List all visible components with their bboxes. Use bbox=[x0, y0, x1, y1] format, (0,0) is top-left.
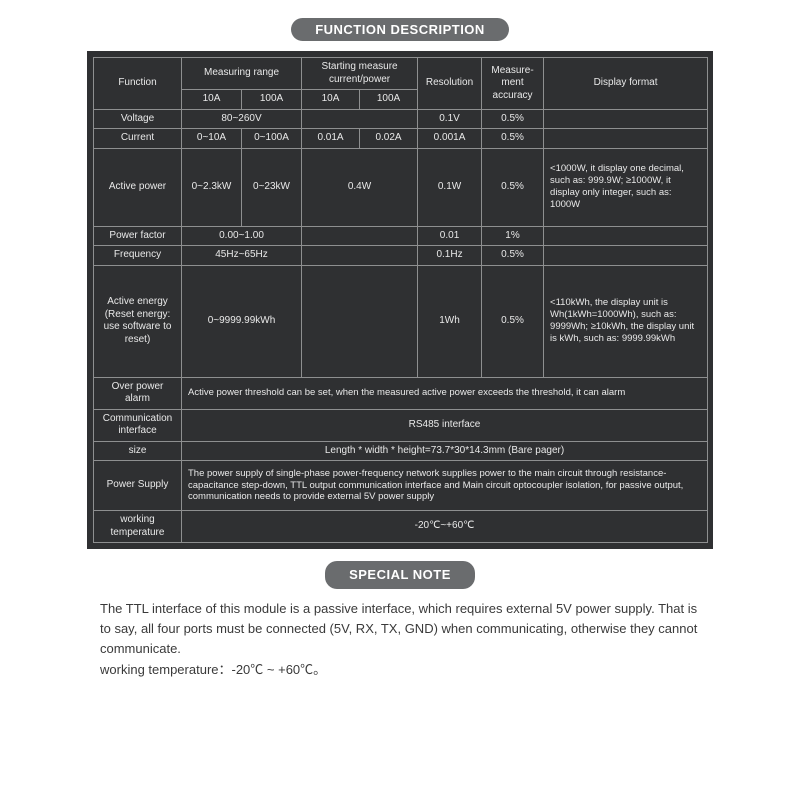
row-label: Power Supply bbox=[94, 461, 182, 511]
cell: 0.01 bbox=[418, 226, 482, 246]
cell: 80~260V bbox=[182, 109, 302, 129]
cell bbox=[302, 265, 418, 377]
cell: 0.1W bbox=[418, 148, 482, 226]
row-label: Over power alarm bbox=[94, 377, 182, 409]
spec-table-wrap: Function Measuring range Starting measur… bbox=[87, 51, 713, 549]
hdr-start: Starting measure current/power bbox=[302, 58, 418, 90]
cell: 0.5% bbox=[482, 148, 544, 226]
cell: 0~23kW bbox=[242, 148, 302, 226]
cell: RS485 interface bbox=[182, 409, 708, 441]
cell: 0.1V bbox=[418, 109, 482, 129]
table-row: Over power alarm Active power threshold … bbox=[94, 377, 708, 409]
table-row: Power Supply The power supply of single-… bbox=[94, 461, 708, 511]
table-row: Active power 0~2.3kW 0~23kW 0.4W 0.1W 0.… bbox=[94, 148, 708, 226]
cell: 0.5% bbox=[482, 265, 544, 377]
table-row: Voltage 80~260V 0.1V 0.5% bbox=[94, 109, 708, 129]
cell: <1000W, it display one decimal, such as:… bbox=[544, 148, 708, 226]
hdr-range: Measuring range bbox=[182, 58, 302, 90]
cell: 0~100A bbox=[242, 129, 302, 149]
hdr-format: Display format bbox=[544, 58, 708, 110]
cell: 0.001A bbox=[418, 129, 482, 149]
cell: 0.01A bbox=[302, 129, 360, 149]
cell: 0.1Hz bbox=[418, 246, 482, 266]
table-row: Function Measuring range Starting measur… bbox=[94, 58, 708, 90]
row-label: Active power bbox=[94, 148, 182, 226]
table-row: working temperature -20℃~+60℃ bbox=[94, 511, 708, 543]
row-label: Active energy (Reset energy: use softwar… bbox=[94, 265, 182, 377]
hdr-10a-b: 10A bbox=[302, 90, 360, 110]
cell: 0.5% bbox=[482, 109, 544, 129]
cell: 0.5% bbox=[482, 246, 544, 266]
note-title: SPECIAL NOTE bbox=[325, 561, 475, 589]
special-note-section: SPECIAL NOTE The TTL interface of this m… bbox=[100, 561, 700, 680]
row-label: Current bbox=[94, 129, 182, 149]
cell: <110kWh, the display unit is Wh(1kWh=100… bbox=[544, 265, 708, 377]
cell bbox=[544, 226, 708, 246]
cell bbox=[544, 246, 708, 266]
cell bbox=[302, 109, 418, 129]
row-label: Frequency bbox=[94, 246, 182, 266]
cell bbox=[302, 226, 418, 246]
cell: 0~10A bbox=[182, 129, 242, 149]
cell bbox=[544, 129, 708, 149]
hdr-resolution: Resolution bbox=[418, 58, 482, 110]
cell: 45Hz~65Hz bbox=[182, 246, 302, 266]
row-label: size bbox=[94, 441, 182, 461]
cell: 0~2.3kW bbox=[182, 148, 242, 226]
cell: -20℃~+60℃ bbox=[182, 511, 708, 543]
table-row: Power factor 0.00~1.00 0.01 1% bbox=[94, 226, 708, 246]
cell: Active power threshold can be set, when … bbox=[182, 377, 708, 409]
hdr-100a: 100A bbox=[242, 90, 302, 110]
cell: 1% bbox=[482, 226, 544, 246]
table-row: Current 0~10A 0~100A 0.01A 0.02A 0.001A … bbox=[94, 129, 708, 149]
cell: 0~9999.99kWh bbox=[182, 265, 302, 377]
hdr-function: Function bbox=[94, 58, 182, 110]
row-label: working temperature bbox=[94, 511, 182, 543]
table-row: Communication interface RS485 interface bbox=[94, 409, 708, 441]
cell: The power supply of single-phase power-f… bbox=[182, 461, 708, 511]
table-row: size Length * width * height=73.7*30*14.… bbox=[94, 441, 708, 461]
table-row: Active energy (Reset energy: use softwar… bbox=[94, 265, 708, 377]
section-title: FUNCTION DESCRIPTION bbox=[291, 18, 509, 41]
row-label: Voltage bbox=[94, 109, 182, 129]
hdr-accuracy: Measure-ment accuracy bbox=[482, 58, 544, 110]
cell: 0.02A bbox=[360, 129, 418, 149]
cell: 0.4W bbox=[302, 148, 418, 226]
row-label: Power factor bbox=[94, 226, 182, 246]
hdr-100a-b: 100A bbox=[360, 90, 418, 110]
cell: Length * width * height=73.7*30*14.3mm (… bbox=[182, 441, 708, 461]
cell: 0.00~1.00 bbox=[182, 226, 302, 246]
cell bbox=[544, 109, 708, 129]
note-body: The TTL interface of this module is a pa… bbox=[100, 599, 700, 680]
cell bbox=[302, 246, 418, 266]
spec-table: Function Measuring range Starting measur… bbox=[93, 57, 708, 543]
hdr-10a: 10A bbox=[182, 90, 242, 110]
cell: 1Wh bbox=[418, 265, 482, 377]
row-label: Communication interface bbox=[94, 409, 182, 441]
cell: 0.5% bbox=[482, 129, 544, 149]
table-row: Frequency 45Hz~65Hz 0.1Hz 0.5% bbox=[94, 246, 708, 266]
